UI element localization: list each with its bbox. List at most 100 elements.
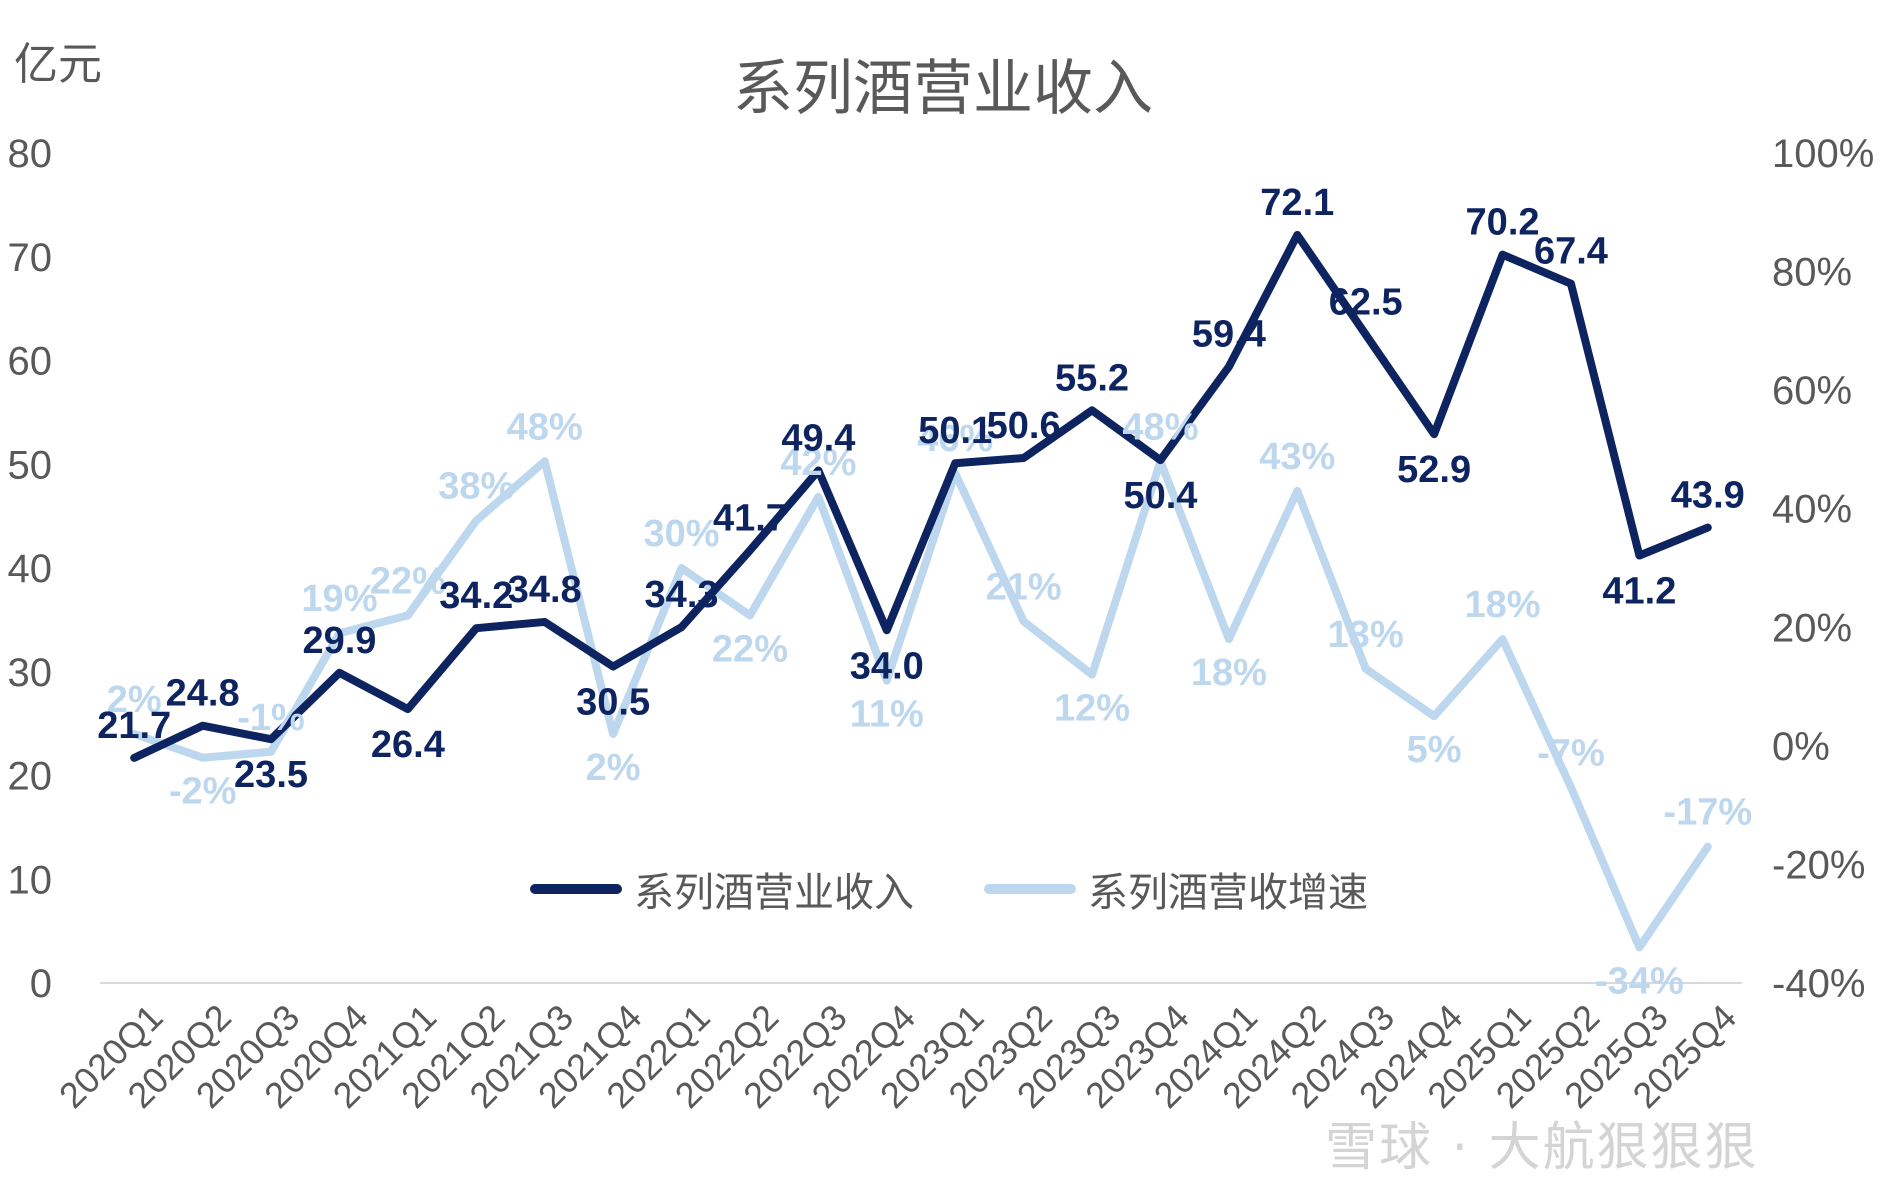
data-label-revenue: 62.5 bbox=[1329, 282, 1403, 324]
data-point-revenue bbox=[474, 626, 479, 631]
data-label-revenue: 55.2 bbox=[1055, 357, 1129, 399]
data-label-growth: -17% bbox=[1663, 792, 1752, 834]
data-point-growth bbox=[1021, 619, 1026, 624]
data-point-revenue bbox=[1090, 408, 1095, 413]
data-point-revenue bbox=[542, 619, 547, 624]
data-label-revenue: 72.1 bbox=[1260, 182, 1334, 224]
data-point-revenue bbox=[1637, 553, 1642, 558]
data-point-growth bbox=[1295, 488, 1300, 493]
data-label-growth: 30% bbox=[644, 513, 720, 555]
y-left-tick-label: 30 bbox=[8, 651, 53, 695]
data-label-revenue: 30.5 bbox=[576, 682, 650, 724]
data-label-growth: 12% bbox=[1054, 688, 1130, 730]
legend-item-revenue: 系列酒营业收入 bbox=[530, 860, 914, 918]
data-point-growth bbox=[1637, 945, 1642, 950]
y-left-tick-label: 70 bbox=[8, 236, 53, 280]
y-right-tick-label: -40% bbox=[1772, 962, 1865, 1006]
data-label-growth: 2% bbox=[107, 679, 162, 721]
data-label-revenue: 41.2 bbox=[1602, 571, 1676, 613]
data-label-growth: 43% bbox=[1259, 436, 1335, 478]
data-point-growth bbox=[132, 732, 137, 736]
y-right-tick-label: 80% bbox=[1772, 251, 1852, 295]
data-point-revenue bbox=[1363, 332, 1368, 337]
data-point-growth bbox=[816, 494, 821, 499]
data-label-revenue: 49.4 bbox=[781, 417, 855, 459]
data-point-revenue bbox=[1500, 252, 1505, 257]
data-label-revenue: 34.0 bbox=[850, 645, 924, 687]
data-point-growth bbox=[1568, 785, 1573, 790]
data-point-growth bbox=[679, 566, 684, 570]
data-point-revenue bbox=[816, 468, 821, 473]
data-label-growth: -7% bbox=[1537, 732, 1605, 774]
data-label-revenue: 41.7 bbox=[713, 497, 787, 539]
data-point-growth bbox=[405, 613, 410, 618]
data-label-revenue: 50.4 bbox=[1123, 475, 1197, 517]
data-point-revenue bbox=[611, 664, 616, 669]
data-label-growth: 38% bbox=[438, 466, 514, 508]
data-point-growth bbox=[1705, 844, 1710, 849]
data-label-revenue: 34.8 bbox=[508, 569, 582, 611]
series-line-growth bbox=[130, 457, 1712, 952]
y-left-tick-label: 50 bbox=[8, 443, 53, 487]
data-point-revenue bbox=[884, 628, 889, 633]
data-label-growth: 19% bbox=[301, 578, 377, 620]
data-label-revenue: 21.7 bbox=[97, 705, 171, 747]
data-point-growth bbox=[1432, 714, 1437, 719]
y-left-tick-label: 60 bbox=[8, 340, 53, 384]
data-point-growth bbox=[1090, 672, 1095, 677]
y-left-tick-label: 20 bbox=[8, 755, 53, 799]
data-label-growth: 5% bbox=[1407, 729, 1462, 771]
data-label-revenue: 24.8 bbox=[166, 673, 240, 715]
data-point-revenue bbox=[679, 625, 684, 630]
data-label-revenue: 59.4 bbox=[1192, 314, 1266, 356]
y-right-tick-label: 60% bbox=[1772, 369, 1852, 413]
data-label-revenue: 34.3 bbox=[645, 574, 719, 616]
data-point-revenue bbox=[337, 670, 342, 675]
y-left-tick-label: 40 bbox=[8, 547, 53, 591]
data-point-revenue bbox=[1226, 364, 1231, 369]
data-point-revenue bbox=[132, 755, 137, 760]
data-label-growth: 22% bbox=[370, 560, 446, 602]
data-point-revenue bbox=[269, 737, 274, 742]
y-right-tick-label: 20% bbox=[1772, 606, 1852, 650]
data-point-growth bbox=[1226, 637, 1231, 642]
data-point-revenue bbox=[1568, 281, 1573, 286]
chart-title: 系列酒营业收入 bbox=[733, 54, 1153, 124]
series-line-revenue bbox=[130, 230, 1712, 762]
data-point-revenue bbox=[405, 707, 410, 712]
y-left-tick-label: 0 bbox=[30, 962, 52, 1006]
y-right-tick-label: 40% bbox=[1772, 488, 1852, 532]
legend-swatch-growth bbox=[984, 884, 1076, 894]
data-label-revenue: 50.1 bbox=[918, 410, 992, 452]
y-left-tick-label: 10 bbox=[8, 858, 53, 902]
y-left-tick-label: 80 bbox=[8, 132, 53, 176]
data-point-revenue bbox=[1705, 525, 1710, 530]
data-point-growth bbox=[337, 631, 342, 636]
data-point-revenue bbox=[747, 548, 752, 553]
data-label-growth: 11% bbox=[850, 694, 924, 736]
data-point-growth bbox=[1500, 637, 1505, 642]
data-label-growth: 48% bbox=[1122, 406, 1198, 448]
data-label-revenue: 67.4 bbox=[1534, 231, 1608, 273]
data-point-growth bbox=[747, 613, 752, 618]
y-right-tick-label: 100% bbox=[1772, 132, 1874, 176]
y-right-tick-label: -20% bbox=[1772, 843, 1865, 887]
data-point-revenue bbox=[1021, 456, 1026, 461]
y-axis-unit-label: 亿元 bbox=[14, 39, 102, 90]
data-point-growth bbox=[474, 518, 479, 523]
data-point-revenue bbox=[953, 461, 958, 466]
data-point-revenue bbox=[1432, 432, 1437, 437]
data-label-revenue: 70.2 bbox=[1466, 202, 1540, 244]
data-label-revenue: 50.6 bbox=[987, 405, 1061, 447]
data-label-growth: 18% bbox=[1191, 652, 1267, 694]
data-label-growth: -2% bbox=[169, 771, 237, 813]
watermark: 雪球 · 大航狠狠狠 bbox=[1325, 1118, 1759, 1178]
data-label-growth: 13% bbox=[1328, 614, 1404, 656]
legend-item-growth: 系列酒营收增速 bbox=[984, 860, 1368, 918]
data-point-growth bbox=[542, 459, 547, 464]
data-label-growth: 18% bbox=[1465, 584, 1541, 626]
data-point-revenue bbox=[1295, 232, 1300, 237]
data-label-revenue: 26.4 bbox=[371, 724, 445, 766]
data-label-growth: 22% bbox=[712, 628, 788, 670]
